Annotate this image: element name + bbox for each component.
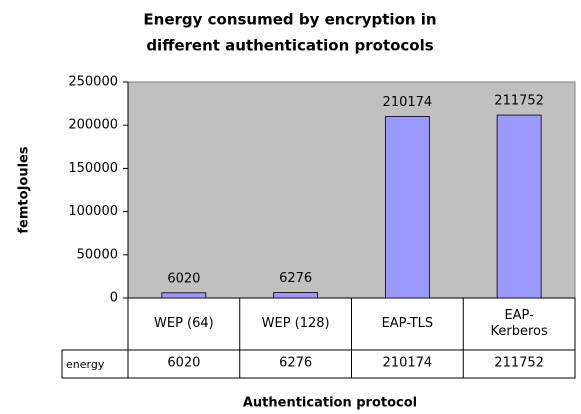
x-tick-label: EAP-Kerberos	[463, 298, 575, 350]
y-axis-label: femtoJoules	[17, 146, 32, 233]
bar	[273, 292, 319, 299]
table-value: 211752	[494, 356, 544, 371]
x-tick-label: WEP (64)	[128, 298, 240, 350]
bar	[496, 114, 542, 299]
x-tick-text: EAP-TLS	[381, 316, 434, 331]
x-axis-label: Authentication protocol	[243, 396, 417, 411]
chart-title-line: different authentication protocols	[146, 37, 433, 55]
data-label: 6020	[167, 271, 200, 286]
legend-entry: energy	[66, 358, 105, 371]
y-tick-label: 200000	[68, 118, 118, 133]
data-label: 6276	[279, 271, 312, 286]
x-tick-text: WEP (64)	[154, 316, 214, 331]
y-tick-label: 0	[110, 291, 118, 306]
table-value: 6276	[279, 356, 312, 371]
y-tick-label: 150000	[68, 161, 118, 176]
table-value: 6020	[167, 356, 200, 371]
x-tick-text: EAP-Kerberos	[490, 308, 548, 339]
bar	[161, 292, 207, 299]
data-label: 210174	[383, 95, 433, 110]
x-tick-label: EAP-TLS	[352, 298, 464, 350]
x-tick-label: WEP (128)	[240, 298, 352, 350]
y-tick-label: 100000	[68, 204, 118, 219]
table-value: 210174	[383, 356, 433, 371]
y-tick-label: 250000	[68, 75, 118, 90]
x-tick-text: WEP (128)	[261, 316, 330, 331]
table-series-cell	[61, 349, 129, 379]
bar	[384, 116, 430, 299]
data-label: 211752	[494, 94, 544, 109]
chart-title-line: Energy consumed by encryption in	[143, 11, 436, 29]
y-tick-label: 50000	[77, 247, 118, 262]
